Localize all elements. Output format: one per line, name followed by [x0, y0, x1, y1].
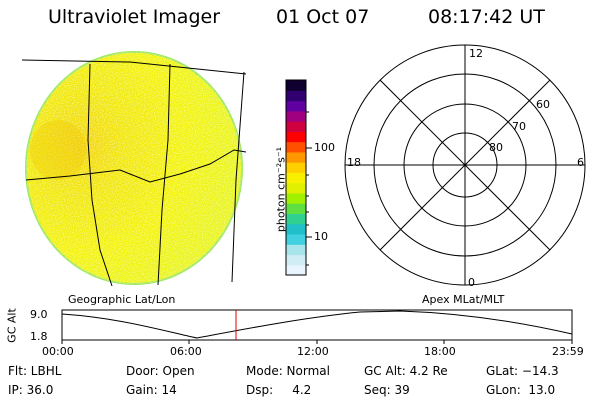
colorbar-segment [286, 151, 306, 163]
altitude-ylabel: GC Alt [5, 308, 19, 343]
meridian-line-1 [87, 63, 113, 287]
altitude-y-low: 1.8 [30, 330, 48, 343]
info-filter: Flt: LBHL [8, 364, 62, 378]
colorbar-segment [286, 244, 306, 256]
altitude-y-high: 9.0 [30, 308, 48, 321]
polar-mlt-18: 18 [347, 156, 361, 169]
geographic-label: Geographic Lat/Lon [68, 293, 176, 306]
meridian-line-2 [157, 63, 171, 286]
altitude-plot [61, 309, 573, 344]
colorbar-segment [286, 213, 306, 225]
colorbar-label-10: 10 [314, 230, 328, 243]
info-dsp: Dsp: 4.2 [246, 383, 312, 397]
altitude-x-tick-1: 06:00 [170, 345, 202, 358]
colorbar-segment [286, 172, 306, 184]
colorbar-segment [286, 223, 306, 235]
colorbar-unit-label: photon cm⁻²s⁻¹ [274, 146, 288, 233]
polar-lat-80: 80 [489, 141, 503, 154]
colorbar-segment [286, 80, 306, 91]
altitude-x-tick-2: 12:00 [297, 345, 329, 358]
uv-earth-disk [25, 51, 243, 285]
info-glon: GLon: 13.0 [486, 383, 556, 397]
colorbar-segment [286, 110, 306, 122]
polar-mlt-6: 6 [577, 156, 584, 169]
polar-plot [344, 44, 586, 286]
info-seq: Seq: 39 [364, 383, 410, 397]
apex-label: Apex MLat/MLT [422, 293, 505, 306]
colorbar-segment [286, 233, 306, 245]
latitude-line-north [21, 59, 247, 75]
colorbar-segment [286, 131, 306, 143]
altitude-curve [61, 310, 573, 339]
image-time: 08:17:42 UT [428, 6, 545, 28]
colorbar-frame [285, 79, 307, 276]
colorbar-segment [286, 264, 306, 276]
colorbar-segment [286, 203, 306, 215]
geographic-grid [21, 59, 247, 287]
info-door: Door: Open [126, 364, 195, 378]
colorbar-segment [286, 90, 306, 102]
colorbar-label-100: 100 [314, 141, 335, 154]
colorbar-segment [286, 121, 306, 132]
altitude-x-tick-0: 00:00 [42, 345, 74, 358]
colorbar-segment [286, 254, 306, 266]
polar-mlt-12: 12 [469, 47, 483, 60]
altitude-x-tick-3: 18:00 [424, 345, 456, 358]
colorbar-segment [286, 162, 306, 173]
info-ip: IP: 36.0 [8, 383, 54, 397]
colorbar-segment [286, 182, 306, 194]
meridian-line-3 [231, 71, 245, 283]
colorbar [286, 80, 306, 276]
info-gain: Gain: 14 [126, 383, 177, 397]
polar-mlt-0: 0 [468, 276, 475, 289]
info-mode: Mode: Normal [246, 364, 330, 378]
colorbar-segment [286, 100, 306, 112]
colorbar-segment [286, 141, 306, 153]
app-title: Ultraviolet Imager [48, 6, 221, 28]
altitude-x-tick-4: 23:59 [552, 345, 584, 358]
info-glat: GLat: −14.3 [486, 364, 559, 378]
polar-lat-60: 60 [536, 98, 550, 111]
colorbar-segment [286, 192, 306, 204]
info-gc-alt: GC Alt: 4.2 Re [364, 364, 448, 378]
polar-lat-70: 70 [512, 120, 526, 133]
image-date: 01 Oct 07 [276, 6, 370, 28]
polar-diagonal-2 [379, 79, 551, 251]
